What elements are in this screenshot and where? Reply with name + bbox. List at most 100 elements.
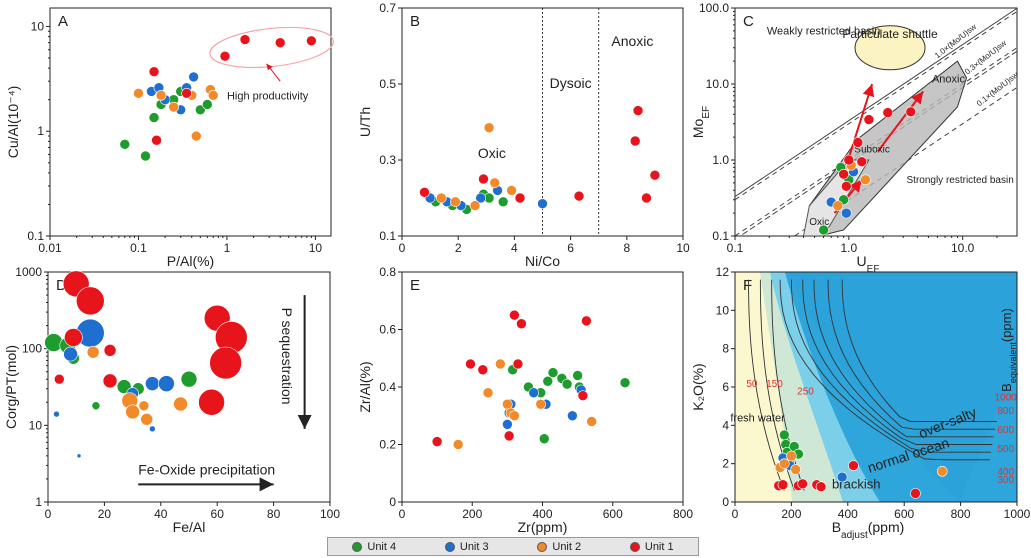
x-tick-label: 8 — [623, 241, 630, 255]
data-point-unit2 — [483, 122, 495, 133]
legend-item-unit1: Unit 1 — [629, 541, 674, 553]
isoline-label: 1000 — [995, 392, 1018, 403]
data-point-unit1 — [465, 358, 476, 370]
x-tick-label: 60 — [211, 507, 225, 521]
x-tick-label: 0.1 — [727, 241, 744, 255]
data-point-unit1 — [841, 181, 852, 192]
panel-label-B: B — [410, 13, 420, 30]
data-point-unit1 — [274, 37, 286, 48]
y-tick-label: 0.1 — [712, 229, 729, 243]
ref-line-label: 1.0×(Mo/U)sw — [933, 22, 978, 60]
region-label: Anoxic — [932, 73, 966, 85]
y-tick-label: 100 — [22, 342, 42, 356]
data-point-unit4 — [619, 377, 631, 388]
data-point-unit2 — [586, 416, 597, 427]
seawater-ratio-line — [735, 11, 1017, 201]
legend-label-unit4: Unit 4 — [367, 540, 397, 553]
data-point-unit1 — [863, 114, 875, 125]
x-axis-label: Zr(ppm) — [518, 519, 568, 535]
x-tick-label: 600 — [603, 507, 623, 521]
data-point-unit1 — [198, 388, 225, 416]
data-point-unit1 — [632, 105, 644, 116]
data-point-unit2 — [173, 396, 188, 412]
legend-label-unit2: Unit 2 — [552, 540, 582, 553]
y-tick-label: 0.7 — [379, 1, 396, 15]
data-point-unit1 — [629, 135, 641, 147]
x-axis-label-main: U — [857, 253, 867, 269]
x-tick-label: 1000 — [1004, 507, 1031, 521]
ref-line-label: 0.3×(Mo/U)sw — [963, 38, 1008, 76]
data-point-unit1 — [306, 35, 317, 47]
x-tick-label: 800 — [673, 507, 693, 521]
legend-marker-unit4 — [352, 541, 363, 552]
x-tick-label: 0 — [732, 507, 739, 521]
data-point-unit4 — [547, 367, 559, 378]
data-point-unit2 — [207, 90, 219, 101]
data-point-unit1 — [151, 134, 162, 146]
data-point-unit4 — [561, 378, 573, 390]
y-tick-label: 8 — [722, 342, 729, 356]
data-point-unit1 — [581, 315, 592, 327]
y-tick-label: 0.2 — [379, 438, 396, 452]
ref-line-label: 0.1×(Mo/U)sw — [975, 70, 1020, 108]
y-axis-label-main: Cu/Al(10⁻⁴) — [5, 86, 21, 159]
y-tick-label: 10.0 — [706, 77, 730, 91]
x-tick-label: 20 — [98, 507, 112, 521]
data-point-unit1 — [64, 328, 83, 347]
data-point-unit1 — [852, 137, 864, 148]
data-point-unit4 — [148, 112, 160, 123]
data-point-unit2 — [860, 174, 871, 186]
x-tick-label: 800 — [951, 507, 971, 521]
legend-marker-unit2 — [537, 541, 548, 552]
legend-label-unit3: Unit 3 — [459, 540, 489, 553]
zone-label: fresh water — [730, 413, 785, 425]
region-label: Particulate shuttle — [842, 27, 938, 41]
data-point-unit4 — [202, 99, 213, 110]
data-point-unit4 — [542, 375, 554, 387]
x-axis-label-sub: adjust — [841, 530, 868, 541]
data-point-unit1 — [431, 436, 443, 447]
y-axis-label-sub: EF — [701, 106, 712, 119]
data-point-unit4 — [497, 196, 509, 208]
data-point-unit1 — [478, 173, 489, 185]
y-tick-label: 2 — [722, 457, 729, 471]
data-point-unit3 — [188, 71, 199, 83]
data-point-unit3 — [537, 198, 548, 209]
panel-B-points — [419, 105, 661, 215]
x-tick-label: 10.0 — [951, 241, 975, 255]
region-label: Weakly restricted basin — [767, 25, 881, 37]
data-point-unit4 — [572, 370, 583, 381]
right-axis-label-main: B — [999, 383, 1014, 392]
data-point-unit4 — [44, 333, 63, 352]
data-point-unit2 — [450, 196, 461, 208]
right-axis-label-sub: equivalent — [1008, 342, 1018, 384]
trend-arrow — [877, 90, 925, 152]
data-point-unit1 — [573, 190, 585, 202]
particulate-shuttle-region — [854, 25, 926, 71]
region-label: Oxic — [809, 217, 829, 228]
isoline-label: 50 — [746, 379, 758, 390]
data-point-unit1 — [815, 481, 827, 492]
y-tick-label: 0 — [389, 495, 396, 509]
p-sequestration-label: P sequestration — [279, 308, 295, 405]
data-point-unit1 — [848, 460, 859, 471]
panel-C-points — [818, 106, 917, 236]
x-tick-label: 400 — [532, 507, 552, 521]
x-axis-label: Badjust(ppm) — [832, 519, 905, 541]
panel-C-frame — [734, 7, 1018, 237]
x-tick-label: 0.1 — [130, 241, 147, 255]
isoline — [841, 279, 997, 422]
data-point-unit1 — [102, 373, 118, 389]
x-axis-label: P/Al(%) — [167, 253, 214, 269]
data-point-unit3 — [567, 410, 578, 422]
y-axis-label-main: Mo — [690, 118, 706, 138]
data-point-unit1 — [843, 154, 855, 166]
data-point-unit1 — [503, 430, 515, 442]
legend-marker-unit1 — [629, 541, 640, 552]
data-point-unit3 — [528, 387, 540, 399]
x-tick-label: 0 — [399, 507, 406, 521]
data-point-unit4 — [180, 370, 198, 388]
isoline — [813, 279, 994, 438]
data-point-unit3 — [841, 207, 852, 219]
data-point-unit3 — [836, 471, 848, 483]
